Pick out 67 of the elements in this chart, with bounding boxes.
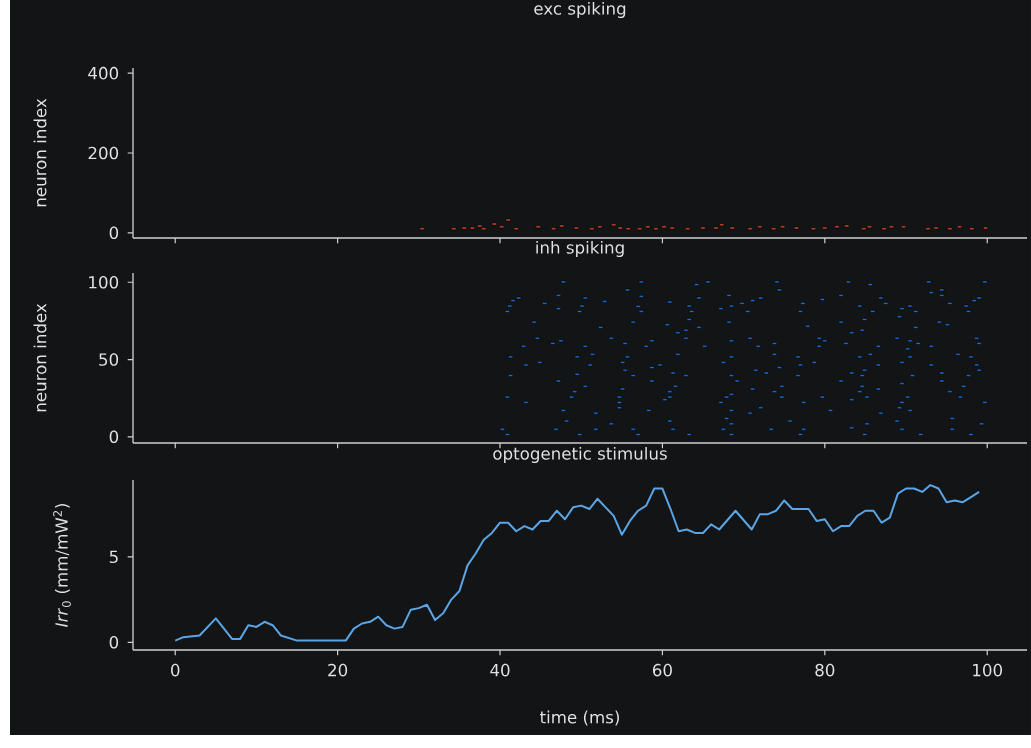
- y-axis-title: neuron index: [33, 303, 47, 412]
- point: [700, 226, 706, 230]
- point: [451, 227, 457, 231]
- point: [461, 226, 467, 230]
- point: [499, 225, 505, 229]
- point: [747, 227, 753, 231]
- point: [867, 225, 872, 229]
- y-tick-label: 0: [109, 226, 119, 240]
- x-axis-title: time (ms): [540, 710, 619, 726]
- point: [481, 227, 487, 231]
- point: [771, 227, 777, 231]
- x-tick-label: 20: [328, 663, 348, 677]
- point: [551, 227, 557, 231]
- chart-title: optogenetic stimulus: [493, 446, 667, 464]
- point: [625, 227, 631, 231]
- y-tick-label: 0: [109, 430, 119, 444]
- point: [589, 227, 595, 231]
- point: [513, 227, 519, 231]
- point: [645, 225, 651, 229]
- x-tick-label: 0: [171, 663, 180, 677]
- point: [861, 227, 867, 231]
- point: [505, 218, 511, 222]
- point: [888, 225, 894, 229]
- y-axis-title: Irr$_{0}$ (mm/mW$^{2}$): [53, 504, 71, 627]
- point: [535, 225, 541, 229]
- point: [573, 226, 579, 230]
- point: [637, 227, 643, 231]
- chart-title: exc spiking: [534, 1, 626, 19]
- y-tick-label: 200: [88, 146, 119, 160]
- point: [810, 227, 816, 231]
- point: [969, 227, 975, 231]
- x-tick-label: 100: [973, 663, 1002, 677]
- point: [844, 224, 850, 228]
- point: [881, 227, 887, 231]
- point: [713, 226, 719, 230]
- y-tick-label: 400: [88, 66, 119, 80]
- point: [597, 225, 603, 229]
- point: [617, 226, 623, 230]
- x-tick-label: 40: [490, 663, 510, 677]
- point: [983, 226, 989, 230]
- point: [947, 227, 953, 231]
- point: [669, 226, 675, 230]
- point: [933, 226, 939, 230]
- point: [822, 226, 828, 230]
- y-tick-label: 50: [99, 353, 119, 366]
- point: [559, 224, 565, 228]
- point: [477, 224, 483, 228]
- point: [729, 226, 735, 230]
- point: [757, 225, 763, 229]
- point: [661, 225, 667, 229]
- point: [957, 225, 963, 229]
- point: [793, 226, 799, 230]
- y-tick-label: 0: [109, 635, 119, 649]
- y-tick-label: 5: [109, 550, 118, 564]
- point: [780, 225, 786, 229]
- point: [685, 227, 691, 231]
- y-axis-title: neuron index: [33, 98, 47, 207]
- chart-title: inh spiking: [536, 240, 624, 258]
- point: [925, 227, 931, 231]
- point: [469, 226, 475, 230]
- point: [901, 225, 907, 229]
- y-tick-label: 100: [89, 275, 119, 289]
- point: [834, 225, 840, 229]
- x-tick-label: 80: [815, 663, 835, 677]
- point: [419, 227, 425, 231]
- x-tick-label: 60: [652, 663, 672, 677]
- point: [653, 227, 659, 231]
